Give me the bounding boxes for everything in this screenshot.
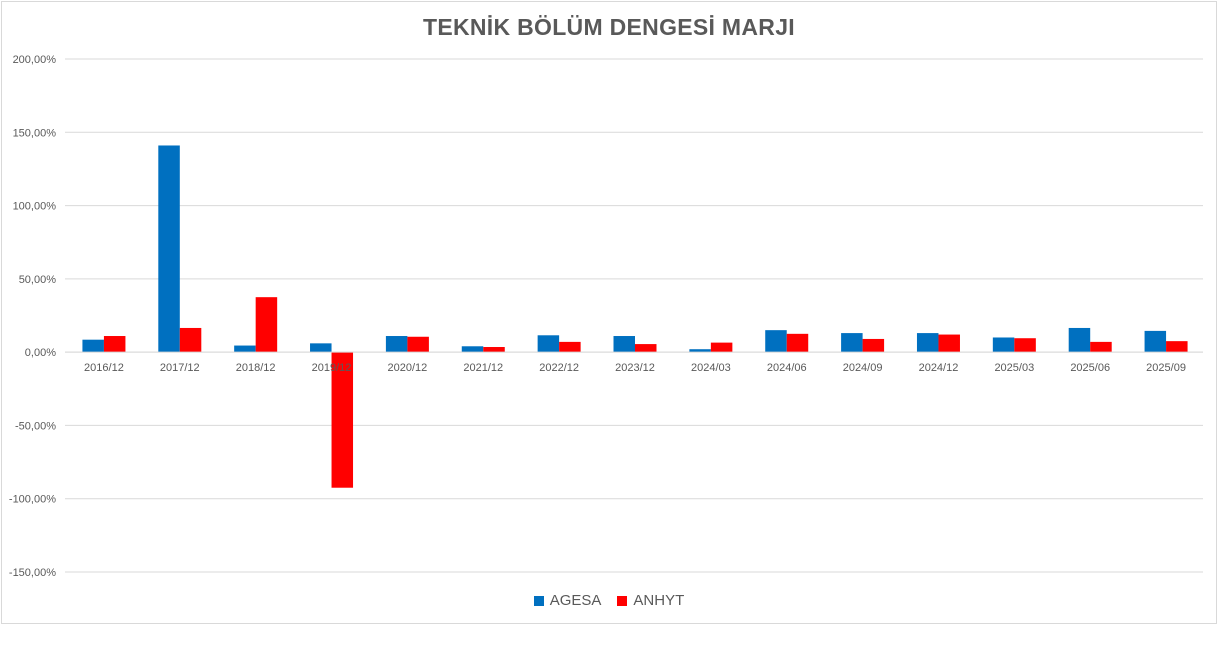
bar-anhyt-2019-12 xyxy=(331,352,354,488)
y-tick-label: -50,00% xyxy=(15,420,56,432)
bar-agesa-2019-12 xyxy=(310,343,332,353)
legend-item-anhyt: ANHYT xyxy=(617,592,684,609)
legend-swatch xyxy=(533,595,544,606)
x-tick-label: 2025/06 xyxy=(1070,362,1110,374)
y-tick-label: 0,00% xyxy=(25,347,56,359)
x-tick-label: 2024/12 xyxy=(919,362,959,374)
y-tick-label: 150,00% xyxy=(13,127,57,139)
legend-label: ANHYT xyxy=(633,592,685,609)
bar-anhyt-2023-12 xyxy=(635,344,657,353)
bar-anhyt-2018-12 xyxy=(255,297,278,353)
bar-agesa-2024-12 xyxy=(916,333,939,353)
bar-anhyt-2024-03 xyxy=(710,342,733,353)
bar-agesa-2025-09 xyxy=(1144,330,1167,353)
x-tick-label: 2021/12 xyxy=(463,362,503,374)
x-tick-label: 2018/12 xyxy=(236,362,276,374)
x-tick-label: 2024/09 xyxy=(843,362,883,374)
legend-label: AGESA xyxy=(549,592,602,609)
gridlines xyxy=(65,58,1203,573)
bar-agesa-2021-12 xyxy=(461,346,484,353)
bar-agesa-2022-12 xyxy=(537,335,560,353)
bar-anhyt-2024-12 xyxy=(938,334,960,353)
bar-anhyt-2024-06 xyxy=(786,333,809,353)
x-tick-label: 2024/06 xyxy=(767,362,807,374)
x-tick-label: 2025/09 xyxy=(1146,362,1186,374)
x-tick-label: 2023/12 xyxy=(615,362,655,374)
bar-anhyt-2025-06 xyxy=(1090,341,1112,353)
bar-agesa-2016-12 xyxy=(82,339,104,353)
bar-anhyt-2021-12 xyxy=(483,347,505,353)
x-tick-label: 2016/12 xyxy=(84,362,124,374)
legend-item-agesa: AGESA xyxy=(533,592,602,609)
bar-agesa-2017-12 xyxy=(158,145,180,353)
bar-agesa-2024-06 xyxy=(765,330,787,353)
chart-frame xyxy=(1,1,1217,624)
x-tick-label: 2020/12 xyxy=(388,362,428,374)
x-tick-label: 2024/03 xyxy=(691,362,731,374)
y-axis-tick-labels: 200,00% 150,00% 100,00% 50,00% 0,00% -50,00% -… xyxy=(9,54,56,579)
bar-anhyt-2020-12 xyxy=(407,336,429,353)
y-tick-label: 200,00% xyxy=(13,54,57,66)
x-tick-label: 2025/03 xyxy=(994,362,1034,374)
legend: AGESA ANHYT xyxy=(0,592,1218,609)
y-tick-label: -100,00% xyxy=(9,494,56,506)
bar-anhyt-2016-12 xyxy=(103,336,126,353)
chart-title: TEKNİK BÖLÜM DENGESİ MARJI xyxy=(423,14,795,40)
x-tick-label: 2017/12 xyxy=(160,362,200,374)
bar-anhyt-2025-09 xyxy=(1166,341,1188,353)
bar-agesa-2020-12 xyxy=(385,336,408,353)
bars xyxy=(65,145,1203,488)
bar-agesa-2024-03 xyxy=(689,349,711,353)
y-tick-label: 50,00% xyxy=(19,274,57,286)
bar-anhyt-2022-12 xyxy=(559,341,581,353)
x-axis-tick-labels: 2016/12 2017/12 2018/12 2019/12 2020/12 2021/… xyxy=(84,362,1186,374)
legend-swatch xyxy=(617,595,628,606)
bar-anhyt-2024-09 xyxy=(862,338,885,353)
bar-anhyt-2017-12 xyxy=(179,327,202,353)
y-tick-label: -150,00% xyxy=(9,567,56,579)
bar-agesa-2024-09 xyxy=(841,333,863,353)
bar-agesa-2018-12 xyxy=(234,345,256,353)
x-tick-label: 2022/12 xyxy=(539,362,579,374)
bar-agesa-2025-06 xyxy=(1068,327,1091,353)
x-tick-label: 2019/12 xyxy=(312,362,352,374)
bar-anhyt-2025-03 xyxy=(1014,338,1036,353)
bar-agesa-2023-12 xyxy=(613,336,635,353)
y-tick-label: 100,00% xyxy=(13,201,57,213)
bar-agesa-2025-03 xyxy=(992,337,1015,353)
